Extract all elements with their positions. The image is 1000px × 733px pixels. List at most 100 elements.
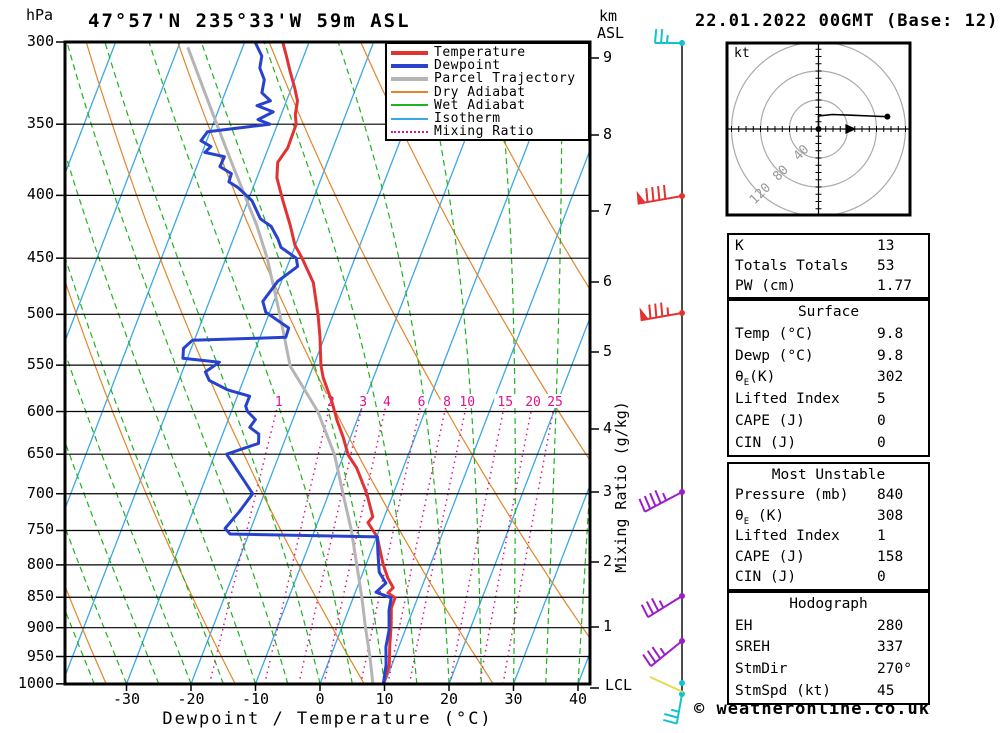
km-tick-label: 3 — [603, 482, 613, 500]
svg-text:4: 4 — [383, 395, 391, 410]
km-tick-label: 4 — [603, 419, 613, 437]
table-row: CIN (J) 0 — [735, 568, 922, 587]
temperature-axis-title: Dewpoint / Temperature (°C) — [162, 709, 493, 729]
legend-swatch-dewpoint — [391, 63, 428, 68]
table-row: PW (cm) 1.77 — [735, 277, 922, 296]
storm-motion-marker — [845, 124, 857, 134]
legend-label: Wet Adiabat — [434, 97, 526, 113]
km-tick-label: 9 — [603, 48, 613, 66]
pressure-tick-label: 400 — [26, 185, 54, 204]
wind-barb-45kt — [638, 489, 685, 513]
legend-swatch-dry-adiabat — [391, 91, 428, 94]
pressure-tick-label: 750 — [26, 520, 54, 539]
wind-barb-column — [636, 28, 685, 725]
legend-label: Dewpoint — [434, 58, 501, 74]
table-row-value: 308 — [877, 507, 904, 524]
svg-text:20: 20 — [525, 395, 541, 410]
table-section-title: Most Unstable — [771, 466, 886, 483]
pressure-tick-label: 800 — [26, 554, 54, 573]
table-row-value: 13 — [877, 237, 895, 254]
pressure-tick-label: 300 — [26, 32, 54, 50]
km-tick-label: 7 — [603, 201, 613, 219]
svg-text:1: 1 — [275, 395, 283, 410]
legend-label: Dry Adiabat — [434, 84, 526, 100]
pressure-tick-label: 550 — [26, 355, 54, 374]
table-row-value: 5 — [877, 391, 886, 408]
svg-text:15: 15 — [497, 395, 513, 410]
table-row-label: Dewp (°C) — [735, 347, 814, 364]
pressure-tick-label: 350 — [26, 114, 54, 133]
legend-item: Temperature — [391, 45, 588, 61]
legend-item: Dry Adiabat — [391, 84, 588, 100]
table-row: CIN (J) 0 — [735, 434, 922, 453]
pressure-tick-label: 900 — [26, 617, 54, 636]
pressure-tick-label: 850 — [26, 587, 54, 606]
mixing-ratio-axis-title: Mixing Ratio (g/kg) — [612, 401, 630, 573]
table-row-value: 9.8 — [877, 326, 904, 343]
mixing-ratio-lines — [208, 404, 556, 684]
temperature-tick-label: 20 — [439, 690, 459, 708]
table-row: θE (K) 308 — [735, 507, 922, 527]
table-row-label: Temp (°C) — [735, 326, 814, 343]
pressure-tick-label: 1000 — [17, 673, 54, 692]
pressure-axis-unit-label: hPa — [26, 6, 54, 24]
table-row-value: 840 — [877, 487, 904, 504]
table-row: Dewp (°C) 9.8 — [735, 347, 922, 366]
table-row-label: CIN (J) — [735, 569, 797, 586]
legend-item: Dewpoint — [391, 58, 588, 74]
pressure-tick-label: 600 — [26, 401, 54, 420]
table-row-label: CAPE (J) — [735, 412, 805, 429]
pressure-tick-label: 950 — [26, 646, 54, 665]
stats-table: K 13 Totals Totals 53 PW (cm) 1.77 — [727, 233, 930, 299]
wind-barb-25kt — [654, 28, 685, 46]
table-row-value: 0 — [877, 434, 886, 451]
table-row-label: θE (K) — [735, 507, 785, 527]
table-row-label: PW (cm) — [735, 277, 797, 294]
temperature-tick-label: -10 — [241, 690, 270, 708]
table-row-label: Totals Totals — [735, 257, 849, 274]
hodograph-unit-label: kt — [734, 46, 750, 61]
table-row-value: 9.8 — [877, 347, 904, 364]
temperature-tick-label: 0 — [315, 690, 325, 708]
temperature-tick-label: 30 — [504, 690, 523, 708]
pressure-tick-label: 700 — [26, 483, 54, 502]
legend-swatch-isotherm — [391, 117, 428, 120]
svg-text:3: 3 — [359, 395, 367, 410]
pressure-tick-label: 450 — [26, 248, 54, 267]
table-row-label: StmSpd (kt) — [735, 682, 832, 699]
wind-barb-35kt — [642, 638, 685, 667]
table-row: StmDir 270° — [735, 660, 922, 679]
legend-label: Temperature — [434, 45, 526, 61]
table-row-value: 280 — [877, 617, 904, 634]
table-row-label: EH — [735, 617, 753, 634]
stats-table-hodograph: Hodograph EH 280 SREH 337 StmDir 270° StmSpd (k… — [727, 591, 930, 705]
svg-text:8: 8 — [443, 395, 451, 410]
plot-border — [63, 40, 592, 686]
km-tick-label: 2 — [603, 552, 613, 570]
legend-swatch-parcel-trajectory — [391, 76, 428, 81]
lcl-level-dot — [679, 680, 685, 686]
station-title: 47°57'N 235°33'W 59m ASL — [88, 10, 411, 32]
stats-table-most-unstable: Most Unstable Pressure (mb) 840 θE (K) 308 Li… — [727, 462, 930, 591]
km-tick-label: 1 — [603, 617, 613, 635]
temperature-tick-label: -30 — [112, 690, 141, 708]
table-row-value: 1 — [877, 528, 886, 545]
temperature-tick-label: -20 — [177, 690, 205, 708]
wind-barb-35kt — [640, 593, 685, 619]
table-row-label: Pressure (mb) — [735, 487, 849, 504]
km-tick-label: 6 — [603, 272, 613, 290]
table-section-title: Hodograph — [789, 596, 868, 613]
lcl-label: LCL — [605, 676, 633, 694]
table-row-value: 302 — [877, 369, 904, 386]
table-row-label: Lifted Index — [735, 528, 840, 545]
table-row-value: 1.77 — [877, 277, 912, 294]
asl-axis-label: ASL — [597, 24, 625, 42]
hodograph-border — [725, 41, 912, 217]
temperature-tick-label: 40 — [568, 690, 588, 708]
table-section-title: Surface — [797, 304, 860, 321]
pressure-tick-label: 500 — [26, 304, 54, 323]
legend-swatch-mixing-ratio — [391, 130, 428, 133]
